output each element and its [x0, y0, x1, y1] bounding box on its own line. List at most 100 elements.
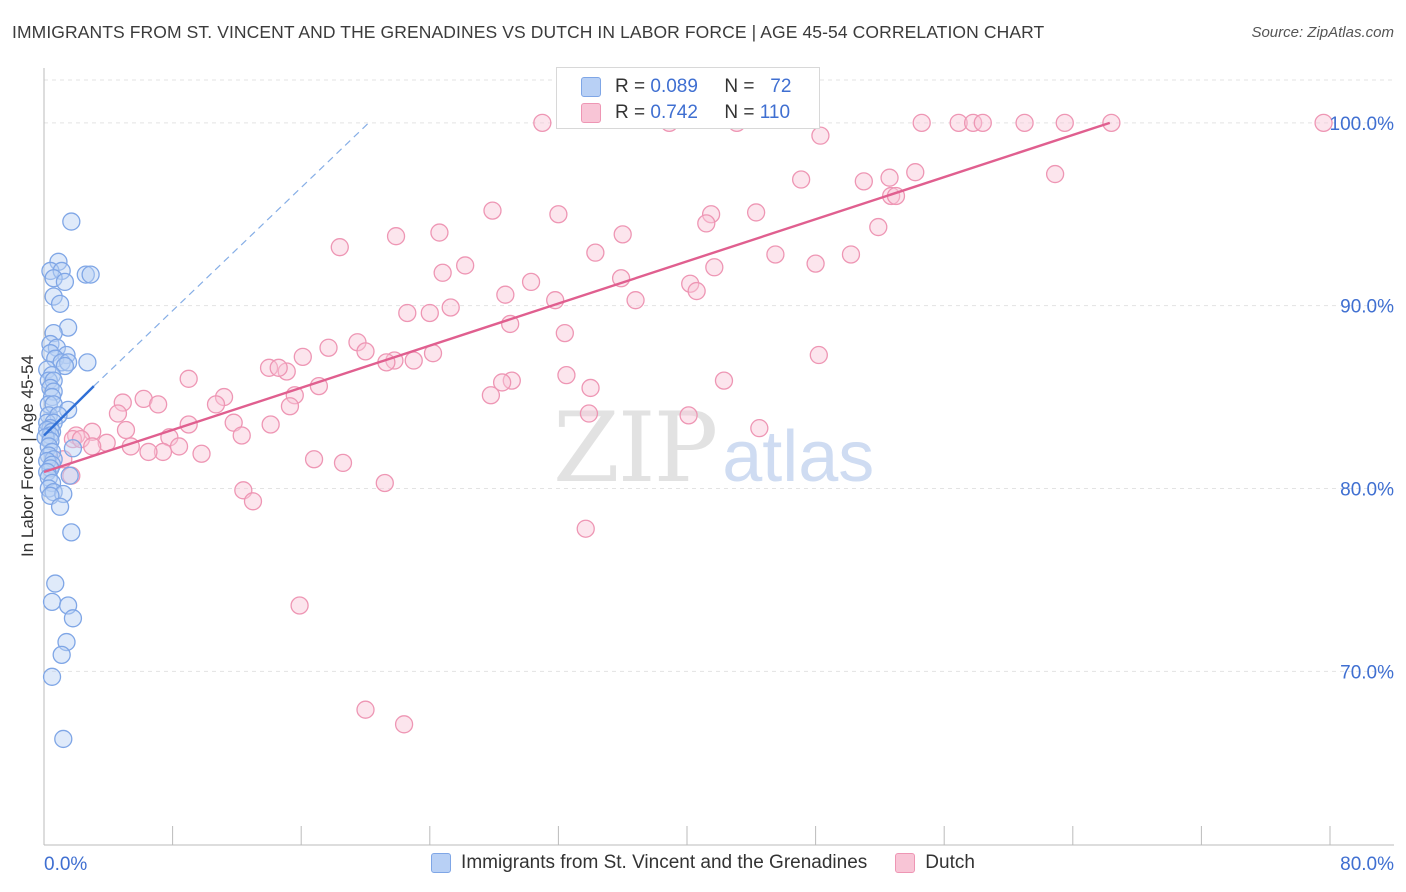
svg-point: [55, 356, 75, 376]
svg-point: [52, 645, 71, 665]
legend-item-pink: Dutch: [895, 852, 975, 874]
dutch-point: [546, 291, 565, 310]
dutch-point: [139, 442, 158, 462]
dutch-point: [293, 347, 312, 367]
dutch-point: [259, 358, 279, 377]
dutch-point: [581, 378, 600, 398]
dutch-point: [882, 186, 901, 206]
svg-point: [63, 609, 83, 628]
dutch-point: [386, 227, 406, 246]
dutch-point: [906, 163, 925, 182]
dutch-point: [169, 437, 189, 456]
tick-labels: 70.0% 80.0% 90.0% 100.0% 0.0% 80.0% In Labor F…: [18, 114, 1394, 875]
dutch-point: [404, 351, 423, 370]
dutch-point: [869, 217, 888, 237]
dutch-point: [963, 113, 983, 132]
svg-point: [76, 265, 95, 284]
dutch-point: [613, 225, 632, 244]
stats-swatch-blue: [581, 77, 601, 97]
blue-trend-line: [43, 385, 95, 437]
dutch-point: [576, 519, 595, 538]
r-value-pink: 0.742: [650, 102, 698, 123]
dutch-point: [420, 303, 439, 323]
dutch-point: [433, 263, 452, 282]
y-tick-label: 90.0%: [1340, 297, 1394, 318]
dutch-point: [496, 285, 515, 304]
dutch-point: [148, 395, 168, 414]
svg-point: [46, 574, 65, 593]
stats-text-pink: R = 0.742 N = 110: [615, 102, 790, 124]
svg-points: [36, 212, 100, 749]
svg-point: [62, 212, 81, 231]
dutch-point: [521, 272, 541, 292]
legend-label-blue: Immigrants from St. Vincent and the Gren…: [461, 852, 868, 873]
svg-point: [78, 353, 97, 372]
dutch-point: [1055, 113, 1074, 132]
dutch-point: [116, 420, 136, 440]
dutch-point: [269, 358, 288, 377]
dutch-point: [809, 345, 828, 365]
svg-point: [55, 272, 75, 292]
n-value-blue: 72: [770, 76, 792, 97]
dutch-point: [811, 126, 830, 145]
dutch-point: [841, 245, 861, 264]
dutch-point: [232, 426, 251, 445]
dutch-point: [555, 323, 574, 343]
n-label: N =: [724, 102, 755, 123]
stats-swatch-pink: [581, 103, 601, 123]
dutch-point: [330, 238, 349, 257]
legend-item-blue: Immigrants from St. Vincent and the Gren…: [431, 852, 867, 874]
svg-point: [42, 592, 62, 611]
dutch-point: [791, 170, 811, 189]
dutch-point: [949, 113, 968, 132]
dutch-point: [746, 203, 766, 222]
stats-text-blue: R = 0.089 N = 72: [615, 76, 791, 98]
dutch-point: [579, 404, 599, 423]
dutch-point: [1015, 113, 1034, 132]
dutch-point: [430, 223, 449, 242]
dutch-point: [687, 281, 706, 301]
dutch-point: [1314, 113, 1333, 132]
dutch-point: [179, 369, 198, 388]
dutch-point: [750, 419, 769, 438]
dutch-point: [854, 172, 873, 191]
dutch-points: [54, 113, 1333, 734]
legend-label-pink: Dutch: [925, 852, 975, 873]
dutch-point: [697, 214, 716, 233]
x-tick-label-min: 0.0%: [44, 854, 87, 875]
dutch-point: [679, 406, 698, 425]
dutch-point: [309, 376, 329, 396]
dutch-point: [108, 404, 128, 423]
dutch-point: [626, 291, 645, 310]
stats-row-pink: R = 0.742 N = 110: [557, 99, 819, 127]
dutch-point: [701, 205, 721, 224]
dutch-point: [319, 338, 338, 357]
dutch-point: [456, 256, 475, 275]
svg-point: [60, 466, 79, 485]
dutch-point: [483, 201, 502, 220]
dutch-point: [766, 245, 785, 264]
dutch-point: [1045, 164, 1065, 184]
dutch-point: [714, 371, 734, 390]
n-label: N =: [724, 76, 755, 97]
dutch-point: [83, 437, 102, 456]
dutch-point: [705, 258, 724, 277]
dutch-point: [481, 386, 501, 405]
y-tick-label: 70.0%: [1340, 662, 1394, 683]
dutch-point: [153, 442, 173, 462]
dutch-point: [681, 274, 700, 293]
axes: [43, 68, 1394, 846]
legend: Immigrants from St. Vincent and the Gren…: [0, 848, 1406, 878]
svg-point: [44, 287, 63, 306]
svg-point: [54, 729, 73, 749]
dutch-point: [394, 715, 414, 734]
r-label: R =: [615, 76, 646, 97]
y-axis-label: In Labor Force | Age 45-54: [18, 355, 37, 557]
trend-extension: [93, 122, 370, 387]
dutch-point: [533, 113, 552, 132]
legend-swatch-pink: [895, 853, 916, 873]
svg-point: [50, 497, 70, 516]
dutch-point: [586, 243, 605, 262]
dutch-point: [243, 492, 263, 511]
